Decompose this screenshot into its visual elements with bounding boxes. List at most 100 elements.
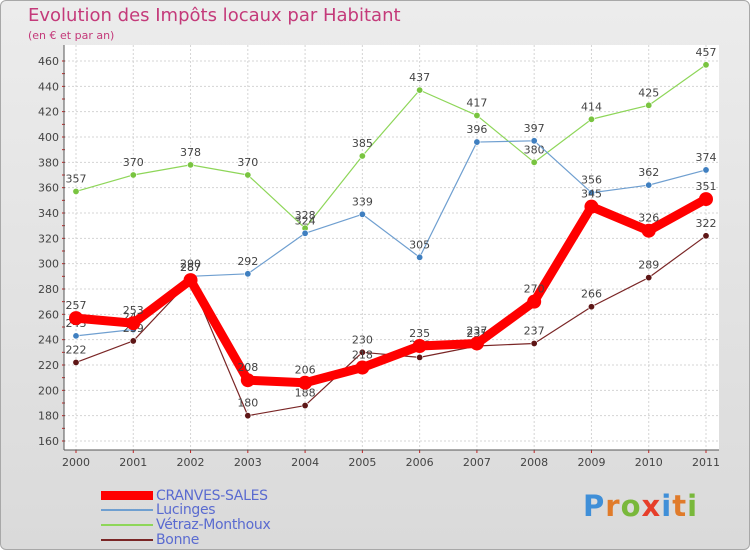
legend-label-lucinges: Lucinges <box>156 501 216 518</box>
data-point-cranves-sales <box>469 336 484 351</box>
data-point-bonne <box>702 232 710 240</box>
data-point-lucinges <box>301 229 309 237</box>
data-label-cranves-sales: 257 <box>66 299 87 312</box>
data-label-lucinges: 356 <box>581 174 602 187</box>
data-label-bonne: 230 <box>352 333 373 346</box>
x-tick-label: 2000 <box>62 456 90 469</box>
y-tick-label: 260 <box>38 308 59 321</box>
data-point-cranves-sales <box>355 360 370 375</box>
data-point-lucinges <box>702 166 710 174</box>
data-label-lucinges: 305 <box>409 238 430 251</box>
data-point-cranves-sales <box>641 223 656 238</box>
data-point-vetraz-monthoux <box>358 152 366 160</box>
x-tick-label: 2004 <box>291 456 319 469</box>
data-point-cranves-sales <box>584 199 599 214</box>
data-point-vetraz-monthoux <box>416 86 424 94</box>
y-tick-label: 280 <box>38 283 59 296</box>
y-tick-label: 180 <box>38 410 59 423</box>
y-tick-label: 460 <box>38 55 59 68</box>
y-tick-label: 440 <box>38 80 59 93</box>
x-tick-label: 2007 <box>463 456 491 469</box>
data-point-bonne <box>358 348 366 356</box>
data-label-vetraz-monthoux: 328 <box>295 209 316 222</box>
y-tick-label: 240 <box>38 334 59 347</box>
data-label-cranves-sales: 351 <box>696 180 717 193</box>
data-label-lucinges: 397 <box>524 122 545 135</box>
series-line-cranves-sales <box>71 194 711 388</box>
y-tick-label: 360 <box>38 182 59 195</box>
chart-subtitle: (en € et par an) <box>28 29 115 42</box>
plot-area <box>64 45 719 450</box>
legend-item-cranves-sales: CRANVES-SALES <box>101 487 268 504</box>
data-label-bonne: 222 <box>66 343 87 356</box>
y-tick-label: 220 <box>38 359 59 372</box>
y-tick-label: 340 <box>38 207 59 220</box>
data-label-cranves-sales: 270 <box>524 283 545 296</box>
data-label-bonne: 287 <box>180 261 201 274</box>
data-point-cranves-sales <box>183 273 198 288</box>
data-point-bonne <box>129 337 137 345</box>
x-tick-label: 2001 <box>119 456 147 469</box>
x-tick-label: 2010 <box>635 456 663 469</box>
proxiti-logo: Proxiti <box>583 489 698 523</box>
logo-letter: r <box>605 489 621 523</box>
data-point-lucinges <box>358 210 366 218</box>
y-tick-label: 420 <box>38 106 59 119</box>
data-point-vetraz-monthoux <box>702 61 710 69</box>
data-point-vetraz-monthoux <box>129 171 137 179</box>
data-label-lucinges: 362 <box>638 166 659 179</box>
data-label-vetraz-monthoux: 414 <box>581 100 602 113</box>
logo-letter: x <box>641 489 662 523</box>
chart-title: Evolution des Impôts locaux par Habitant <box>28 5 401 26</box>
x-tick-label: 2006 <box>406 456 434 469</box>
data-point-lucinges <box>645 181 653 189</box>
legend-swatch-cranves-sales <box>101 491 153 500</box>
legend-label-vetraz-monthoux: Vétraz-Monthoux <box>156 516 271 533</box>
data-point-cranves-sales <box>527 294 542 309</box>
logo-letter: t <box>672 489 688 523</box>
data-label-vetraz-monthoux: 370 <box>237 156 258 169</box>
data-point-lucinges <box>72 332 80 340</box>
data-label-cranves-sales: 287 <box>180 261 201 274</box>
data-label-cranves-sales: 235 <box>409 327 430 340</box>
legend-label-bonne: Bonne <box>156 531 200 548</box>
data-label-vetraz-monthoux: 425 <box>638 86 659 99</box>
data-label-cranves-sales: 218 <box>352 349 373 362</box>
data-point-bonne <box>416 353 424 361</box>
y-tick-label: 160 <box>38 435 59 448</box>
data-point-bonne <box>301 402 309 410</box>
data-label-bonne: 180 <box>237 397 258 410</box>
data-point-lucinges <box>416 253 424 261</box>
logo-letter: P <box>583 489 606 523</box>
data-label-cranves-sales: 237 <box>466 324 487 337</box>
data-point-vetraz-monthoux <box>530 158 538 166</box>
data-point-bonne <box>587 303 595 311</box>
data-point-cranves-sales <box>412 339 427 353</box>
data-label-vetraz-monthoux: 378 <box>180 146 201 159</box>
data-label-lucinges: 374 <box>696 151 717 164</box>
data-point-cranves-sales <box>240 373 255 388</box>
data-point-vetraz-monthoux <box>72 187 80 195</box>
data-label-bonne: 266 <box>581 288 602 301</box>
x-tick-label: 2011 <box>692 456 720 469</box>
data-label-bonne: 289 <box>638 259 659 272</box>
data-point-vetraz-monthoux <box>645 101 653 109</box>
legend-item-lucinges: Lucinges <box>101 501 216 518</box>
data-point-bonne <box>244 412 252 420</box>
legend-label-cranves-sales: CRANVES-SALES <box>156 487 268 504</box>
data-label-vetraz-monthoux: 385 <box>352 137 373 150</box>
data-label-lucinges: 396 <box>466 123 487 136</box>
data-label-cranves-sales: 208 <box>237 361 258 374</box>
data-point-cranves-sales <box>298 375 313 390</box>
x-tick-label: 2002 <box>177 456 205 469</box>
data-point-lucinges <box>244 270 252 278</box>
data-point-bonne <box>72 358 80 366</box>
data-point-vetraz-monthoux <box>187 161 195 169</box>
data-label-cranves-sales: 326 <box>638 212 659 225</box>
y-tick-label: 380 <box>38 156 59 169</box>
logo-letter: i <box>661 489 673 523</box>
data-label-lucinges: 292 <box>237 255 258 268</box>
y-tick-label: 200 <box>38 384 59 397</box>
data-label-vetraz-monthoux: 380 <box>524 143 545 156</box>
